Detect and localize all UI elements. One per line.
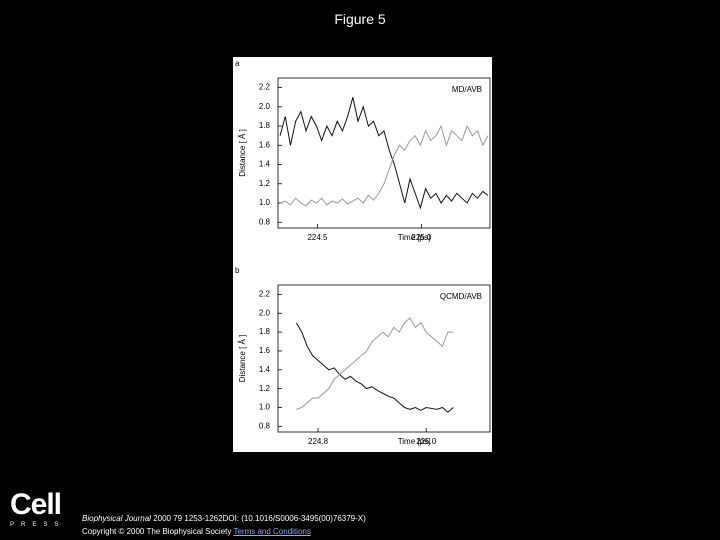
x-tick-label: 225.0	[416, 437, 437, 446]
x-tick-label: 224.8	[308, 437, 329, 446]
x-tick-label: 224.5	[307, 233, 328, 242]
y-tick-label: 1.6	[259, 140, 271, 149]
logo: Cell PRESS	[10, 488, 66, 529]
panel-label: a	[235, 59, 240, 68]
x-tick-label: 225.0	[411, 233, 432, 242]
plot-frame	[277, 77, 491, 229]
figure: a MD/AVB Distance [ Å ] Time [ps] 0.8 1.0 1.2 1…	[233, 57, 492, 452]
y-axis-label: Distance [ Å ]	[238, 129, 247, 177]
copyright-line: Copyright © 2000 The Biophysical Society…	[82, 525, 366, 538]
y-tick-label: 1.8	[259, 121, 271, 130]
y-tick-label: 1.2	[259, 179, 271, 188]
y-tick-label: 1.8	[259, 327, 271, 336]
y-axis-label: Distance [ Å ]	[238, 335, 247, 383]
x-axis-label: Time [ps]	[398, 437, 431, 446]
y-tick-label: 1.0	[259, 198, 271, 207]
plot-frame	[277, 284, 491, 433]
y-tick-label: 1.2	[259, 384, 271, 393]
y-tick-label: 0.8	[259, 421, 271, 430]
annotation: MD/AVB	[452, 85, 482, 94]
data-line	[279, 124, 489, 207]
reference: 2000 79 1253-1262DOI: (10.1016/S0006-349…	[153, 514, 366, 523]
citation-line: Biophysical Journal 2000 79 1253-1262DOI…	[82, 512, 366, 525]
y-tick-label: 2.0	[259, 308, 271, 317]
logo-word: Cell	[10, 488, 62, 521]
y-tick-label: 2.2	[259, 290, 271, 299]
logo-sub: PRESS	[10, 522, 66, 528]
y-tick-label: 1.4	[259, 160, 271, 169]
panel-label: b	[235, 266, 240, 275]
data-line	[279, 97, 489, 210]
y-tick-label: 2.2	[259, 83, 271, 92]
y-tick-label: 1.4	[259, 365, 271, 374]
annotation: QCMD/AVB	[440, 292, 482, 301]
data-line	[295, 322, 454, 413]
citation: Biophysical Journal 2000 79 1253-1262DOI…	[82, 512, 366, 538]
y-tick-label: 0.8	[259, 217, 271, 226]
slide-title: Figure 5	[334, 11, 386, 27]
figure-background	[233, 57, 492, 452]
x-axis-label: Time [ps]	[398, 233, 431, 242]
y-tick-label: 1.6	[259, 346, 271, 355]
y-tick-label: 1.0	[259, 403, 271, 412]
journal: Biophysical Journal	[82, 514, 151, 523]
y-tick-label: 2.0	[259, 102, 271, 111]
data-line	[296, 317, 454, 410]
copyright: Copyright © 2000 The Biophysical Society	[82, 527, 232, 536]
terms-link[interactable]: Terms and Conditions	[233, 527, 311, 536]
